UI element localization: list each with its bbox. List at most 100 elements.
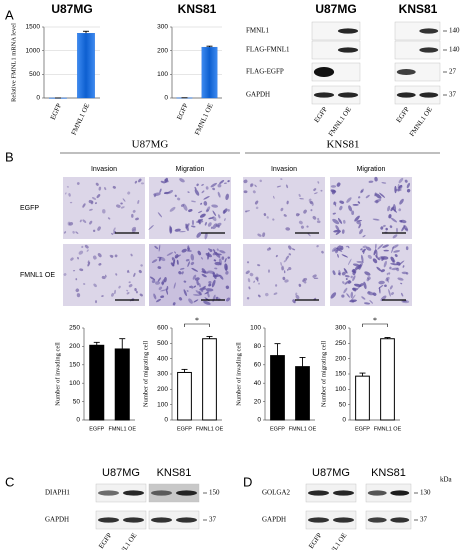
cell [313,277,319,280]
blot-strip [365,483,412,503]
cell [163,276,167,283]
cell [211,279,216,288]
y-tick-label: 150 [69,362,80,369]
cell [244,210,248,213]
cell [384,284,387,288]
cell [283,270,286,274]
cell [302,278,305,282]
cell [359,229,363,235]
bar [89,344,105,421]
cell [390,292,394,296]
cell [198,210,203,214]
cell [102,209,106,214]
cell [394,254,398,258]
cell [97,226,101,231]
cell [284,279,289,283]
cell [212,272,215,275]
cell [185,223,189,232]
y-tick-label: 50 [339,401,347,408]
x-tick-label: FMNL1 OE [374,426,402,432]
cell [95,300,97,304]
cell [130,253,133,257]
cell [153,194,157,198]
band [151,490,172,496]
panel-letter: A [5,7,14,22]
cell [281,265,284,271]
cell [363,281,367,290]
cell [396,227,398,233]
band [396,69,416,75]
cell [183,289,187,297]
cell [135,290,138,294]
cell [272,218,275,221]
cell [113,227,116,232]
bar [380,338,395,421]
assay-label: Migration [176,166,205,173]
y-tick-label: 20 [254,398,262,405]
cell [364,271,371,276]
cell [391,244,399,249]
cell [332,218,340,225]
cell [179,178,185,183]
cell [402,265,405,268]
cell [111,232,114,235]
cell [201,183,204,186]
cell [133,272,136,278]
cell [83,283,86,285]
bar [355,375,370,421]
y-tick-label: 100 [335,386,346,393]
cell [295,213,300,217]
cell [205,209,209,213]
y-tick-label: 200 [69,343,80,350]
band [337,28,359,34]
row-label: FMNL1 [246,27,269,35]
cell [101,295,104,297]
cell [255,206,259,210]
chart-title: U87MG [51,2,92,16]
cell [215,253,222,256]
cell-line: KNS81 [371,467,406,479]
cell [367,290,371,294]
cell [334,201,337,207]
cell [375,193,382,199]
cell [352,275,356,282]
cell [276,185,282,188]
cell-line: U87MG [312,467,350,479]
cell [313,188,317,192]
cell [350,291,354,299]
cell [65,192,67,195]
cell [396,267,400,272]
band [337,92,359,98]
cell [382,244,389,248]
band [313,67,335,77]
lane-label: EGFP [395,105,411,124]
cell [357,262,364,270]
cell [223,218,226,222]
cell [199,287,206,291]
cell [207,248,210,251]
cell [66,186,69,188]
cell [132,209,136,213]
cell [93,283,97,288]
cell [77,256,79,260]
cell [246,261,250,264]
x-tick-label: FMNL1 OE [196,426,224,432]
y-tick-label: 500 [29,71,40,78]
cell [148,225,154,230]
y-tick-label: 100 [157,71,168,78]
cell [382,224,386,227]
cell [373,249,377,256]
y-tick-label: 200 [335,355,346,362]
cell [360,188,364,194]
band [396,92,416,98]
micrograph [149,177,231,239]
cell [63,231,67,234]
cell [402,300,408,303]
cell [367,254,372,259]
y-tick-label: 150 [335,371,346,378]
cell [354,215,360,222]
band [308,490,329,496]
cell [194,186,197,190]
micrograph [63,177,145,239]
cell [310,209,313,212]
